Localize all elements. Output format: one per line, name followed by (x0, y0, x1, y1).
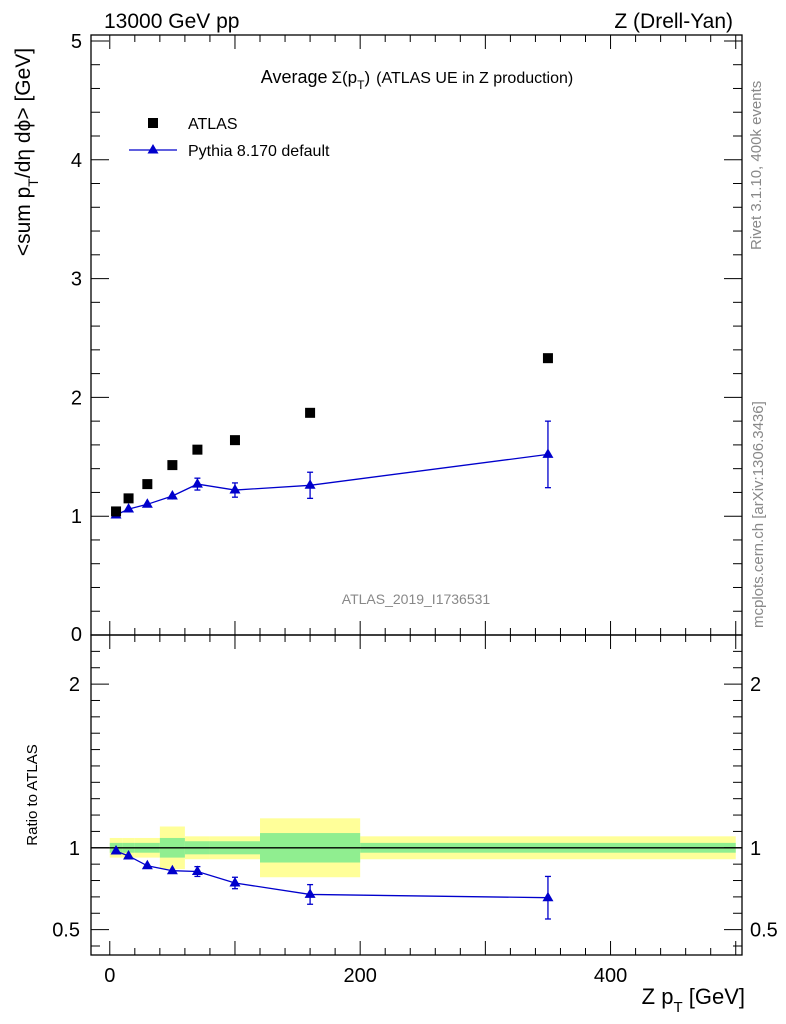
main-y-tick-label: 3 (71, 269, 82, 291)
ratio-y-tick-label-left: 2 (69, 674, 80, 696)
ratio-point (166, 864, 178, 875)
legend-atlas-label: ATLAS (188, 116, 238, 133)
ratio-axes: 0 200 400 0.5 0.5 1 1 2 2 (52, 634, 778, 987)
mc-point (542, 448, 554, 458)
mc-point (191, 478, 203, 488)
x-tick-label: 200 (343, 965, 376, 987)
header-right: Z (Drell-Yan) (614, 10, 733, 33)
main-y-tick-label: 0 (71, 624, 82, 646)
ratio-point (191, 865, 203, 876)
x-tick-label: 0 (104, 965, 115, 987)
x-axis-label: Z pT [GeV] (642, 984, 745, 1016)
ratio-point (229, 876, 241, 887)
ratio-point (304, 888, 316, 898)
main-y-tick-label: 4 (71, 150, 82, 172)
ratio-ylabel: Ratio to ATLAS (24, 744, 41, 845)
atlas-point (305, 407, 316, 418)
ylabel-pre: <sum p (12, 187, 35, 256)
atlas-point (142, 479, 153, 490)
legend-mc-label: Pythia 8.170 default (188, 143, 330, 160)
ratio-bands (91, 818, 742, 878)
mc-series-line (115, 453, 549, 516)
atlas-point (111, 506, 122, 517)
xlabel-post: [GeV] (683, 984, 745, 1009)
main-title: Average Σ(pT) (ATLAS UE in Z production) (261, 67, 573, 92)
legend-atlas-marker (148, 118, 158, 128)
title-math: Σ(p (331, 68, 357, 87)
atlas-point (192, 444, 203, 455)
ratio-y-tick-label-right: 2 (750, 674, 761, 696)
ylabel-post: /dη dϕ> [GeV] (12, 48, 35, 178)
main-y-tick-label: 2 (71, 387, 82, 409)
x-tick-label: 400 (594, 965, 627, 987)
ratio-frame (90, 634, 743, 956)
title-suffix: (ATLAS UE in Z production) (376, 70, 573, 87)
ratio-point (141, 859, 153, 870)
mcplots-label: mcplots.cern.ch [arXiv:1306.3436] (750, 401, 767, 628)
mc-point (166, 489, 178, 500)
title-close: ) (364, 68, 370, 87)
mc-point (141, 498, 153, 508)
rivet-label: Rivet 3.1.10, 400k events (748, 81, 765, 250)
legend-mc-marker (147, 144, 159, 154)
ratio-y-tick-label-right: 1 (750, 838, 761, 860)
main-ylabel: <sum pT/dη dϕ> [GeV] (12, 48, 41, 256)
main-axes: 0 1 2 3 4 5 (71, 31, 743, 646)
atlas-point (229, 435, 240, 446)
analysis-id: ATLAS_2019_I1736531 (342, 591, 491, 607)
legend: ATLAS Pythia 8.170 default (129, 116, 330, 160)
main-data-layer (110, 353, 554, 519)
xlabel-pre: Z p (642, 984, 674, 1009)
header-left: 13000 GeV pp (104, 10, 239, 33)
main-y-tick-label: 5 (71, 31, 82, 53)
atlas-point (542, 353, 553, 364)
ratio-y-tick-label-right: 0.5 (750, 920, 778, 942)
mc-point (229, 484, 241, 494)
atlas-point (167, 460, 178, 471)
ratio-data-layer (110, 845, 554, 920)
main-y-tick-label: 1 (71, 506, 82, 528)
ratio-point (542, 891, 554, 902)
ratio-y-tick-label-left: 1 (69, 838, 80, 860)
atlas-point (123, 493, 134, 504)
ratio-point (123, 849, 135, 860)
title-prefix: Average (261, 67, 328, 87)
ratio-y-tick-label-left: 0.5 (52, 920, 80, 942)
mc-point (123, 503, 135, 513)
ratio-point (110, 845, 122, 855)
title-sub: T (357, 78, 365, 92)
mc-point (304, 479, 316, 489)
ylabel-sub: T (25, 178, 41, 187)
xlabel-sub: T (673, 999, 682, 1016)
